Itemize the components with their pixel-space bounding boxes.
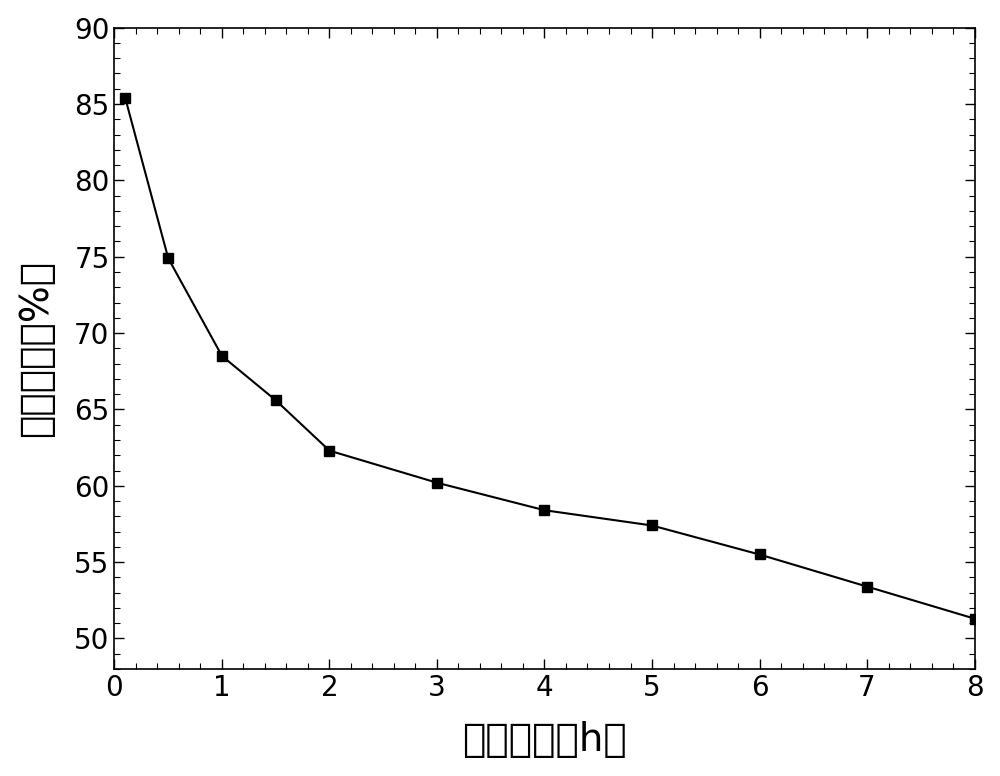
X-axis label: 保温时间（h）: 保温时间（h） — [462, 722, 627, 760]
Y-axis label: 相对酶活（%）: 相对酶活（%） — [17, 260, 55, 437]
